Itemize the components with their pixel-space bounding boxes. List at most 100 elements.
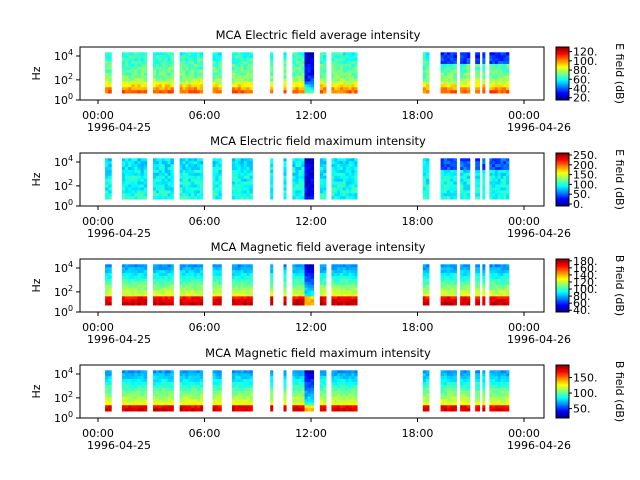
heatmap-cell [453,278,457,283]
colorbar-swatch [556,192,569,195]
heatmap-cell [164,81,169,85]
heatmap-cell [246,61,250,65]
heatmap-cell [125,184,129,188]
heatmap-cell [232,270,236,274]
heatmap-cell [283,190,287,194]
heatmap-cell [243,390,247,395]
heatmap-cell [425,405,430,409]
heatmap-cell [319,376,324,380]
heatmap-cell [422,275,427,280]
colorbar-swatch [556,85,569,88]
heatmap-cell [334,290,338,294]
heatmap-cell [158,287,163,291]
heatmap-cell [185,81,189,85]
heatmap-cell [351,293,355,297]
heatmap-cell [185,290,189,294]
heatmap-cell [354,78,358,82]
heatmap-cell [307,193,312,197]
heatmap-cell [351,399,355,403]
heatmap-cell [243,193,247,197]
heatmap-cell [167,167,171,171]
heatmap-cell [155,161,160,165]
heatmap-cell [319,387,324,392]
heatmap-cell [500,178,504,183]
heatmap-cell [422,187,427,191]
heatmap-cell [179,69,183,74]
heatmap-cell [489,387,493,392]
heatmap-cell [319,278,324,283]
heatmap-cell [339,190,344,194]
heatmap-cell [196,164,201,168]
heatmap-cell [158,175,163,180]
heatmap-cell [170,390,174,395]
heatmap-cell [137,63,141,68]
colorbar-swatch [556,72,569,74]
heatmap-cell [249,402,253,406]
heatmap-cell [155,278,160,283]
heatmap-cell [218,167,222,171]
heatmap-cell [143,181,148,185]
heatmap-cell [494,408,499,412]
heatmap-cell [134,167,138,171]
heatmap-cell [179,281,183,286]
heatmap-cell [446,405,451,409]
heatmap-cell [161,393,166,397]
heatmap-cell [243,376,247,380]
heatmap-cell [128,387,132,392]
heatmap-cell [153,267,157,271]
heatmap-cell [489,384,493,389]
heatmap-cell [443,81,448,85]
heatmap-cell [243,381,247,386]
heatmap-cell [188,161,192,165]
heatmap-cell [140,267,145,271]
heatmap-cell [425,275,430,280]
heatmap-cell [243,63,247,68]
heatmap-cell [158,278,163,283]
heatmap-cell [134,55,138,59]
heatmap-cell [215,193,219,197]
heatmap-cell [194,58,198,62]
heatmap-cell [453,167,457,171]
heatmap-cell [218,408,222,412]
heatmap-cell [460,90,464,94]
heatmap-cell [243,196,247,200]
heatmap-cell [246,75,250,79]
heatmap-cell [218,63,222,68]
heatmap-cell [489,296,493,300]
heatmap-cell [105,373,109,377]
heatmap-cell [105,167,109,171]
heatmap-cell [345,270,349,274]
heatmap-cell [153,370,157,374]
heatmap-cell [270,284,274,289]
x-tick-label: 18:00 [402,321,434,334]
heatmap-cell [249,181,253,185]
heatmap-cell [331,370,335,374]
heatmap-cell [128,302,132,306]
heatmap-cell [342,181,347,185]
heatmap-cell [218,381,222,386]
heatmap-cell [234,187,239,191]
heatmap-cell [170,78,174,82]
heatmap-cell [319,290,324,294]
heatmap-cell [466,81,471,85]
heatmap-cell [191,408,195,412]
heatmap-cell [167,284,171,289]
heatmap-cell [443,373,448,377]
heatmap-cell [489,264,493,268]
heatmap-cell [506,405,510,409]
heatmap-cell [422,379,427,383]
heatmap-cell [234,379,239,383]
heatmap-cell [121,178,126,183]
heatmap-cell [446,196,451,200]
heatmap-cell [497,158,501,162]
heatmap-cell [304,390,308,395]
heatmap-cell [134,187,138,191]
heatmap-cell [218,52,222,56]
heatmap-cell [354,169,358,174]
heatmap-cell [161,172,166,177]
heatmap-cell [153,379,157,383]
heatmap-cell [170,284,174,289]
heatmap-cell [143,302,148,306]
heatmap-cell [354,84,358,88]
heatmap-cell [295,175,299,180]
